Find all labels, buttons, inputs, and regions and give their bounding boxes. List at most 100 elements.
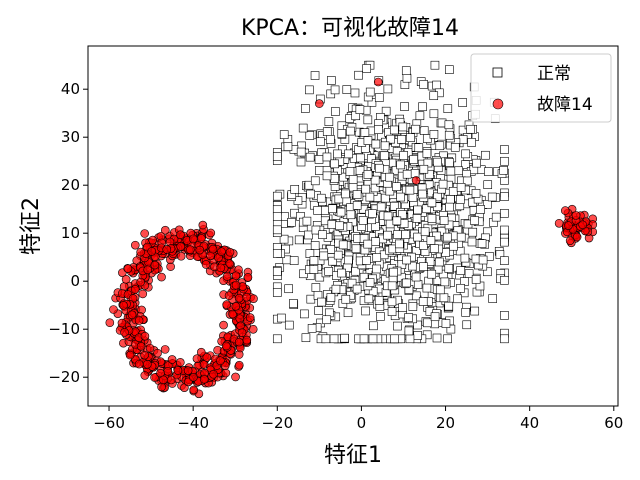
point-normal — [365, 192, 375, 202]
point-normal — [279, 130, 289, 139]
point-normal — [328, 256, 337, 266]
point-normal — [483, 267, 492, 277]
point-fault — [143, 359, 152, 369]
point-fault — [217, 247, 226, 256]
point-normal — [371, 139, 381, 149]
point-normal — [272, 152, 282, 161]
point-normal — [425, 257, 435, 266]
point-normal — [401, 66, 411, 75]
point-normal — [500, 256, 509, 265]
point-normal — [300, 309, 309, 319]
point-normal — [372, 264, 381, 274]
point-normal — [434, 257, 444, 267]
point-normal — [429, 130, 439, 139]
point-normal — [330, 159, 339, 169]
point-normal — [500, 276, 509, 285]
point-normal — [287, 217, 296, 227]
point-normal — [348, 182, 358, 192]
point-normal — [450, 143, 460, 152]
point-normal — [404, 313, 413, 322]
point-normal — [500, 192, 509, 201]
point-normal — [352, 190, 362, 199]
point-normal — [419, 126, 429, 135]
point-normal — [380, 151, 389, 161]
y-tick-label: 0 — [70, 272, 80, 290]
point-normal — [333, 250, 343, 260]
point-normal — [413, 205, 422, 215]
point-fault — [160, 225, 170, 235]
series-0 — [272, 60, 509, 344]
point-normal — [458, 135, 468, 144]
point-normal — [326, 293, 336, 302]
point-normal — [309, 256, 319, 265]
point-fault — [411, 176, 421, 185]
point-normal — [289, 299, 298, 308]
legend: 正常 故障14 — [470, 53, 612, 123]
point-normal — [371, 237, 380, 246]
point-normal — [366, 154, 376, 163]
point-fault — [127, 310, 137, 320]
point-fault — [235, 314, 245, 324]
point-normal — [337, 129, 347, 138]
point-normal — [362, 64, 372, 73]
point-normal — [311, 283, 321, 292]
point-normal — [401, 230, 410, 239]
point-fault — [221, 368, 231, 378]
point-normal — [488, 294, 497, 303]
point-fault — [224, 291, 234, 301]
point-normal — [363, 115, 373, 125]
point-fault — [200, 375, 209, 384]
point-normal — [314, 155, 324, 164]
point-normal — [491, 212, 501, 222]
point-fault — [140, 229, 149, 238]
point-normal — [338, 145, 347, 154]
chart-title: KPCA：可视化故障14 — [241, 16, 459, 41]
point-normal — [387, 307, 397, 316]
point-normal — [456, 266, 465, 275]
point-normal — [446, 166, 456, 176]
point-normal — [355, 105, 365, 114]
point-normal — [316, 137, 325, 147]
point-normal — [410, 169, 420, 178]
point-normal — [499, 165, 508, 175]
point-normal — [398, 303, 407, 312]
point-normal — [435, 141, 445, 151]
point-normal — [272, 267, 282, 276]
point-fault — [153, 348, 162, 358]
point-normal — [444, 301, 454, 311]
point-fault — [140, 331, 150, 341]
point-fault — [571, 211, 581, 220]
point-normal — [427, 198, 437, 208]
point-fault — [166, 375, 176, 385]
point-normal — [331, 107, 340, 116]
point-normal — [322, 315, 331, 325]
point-normal — [374, 93, 384, 102]
x-tick-label: −60 — [93, 414, 125, 432]
point-fault — [564, 221, 573, 230]
points-layer — [105, 60, 598, 399]
point-normal — [397, 135, 406, 144]
point-normal — [369, 321, 378, 331]
point-normal — [307, 324, 317, 333]
point-normal — [304, 230, 313, 240]
point-fault — [231, 302, 241, 311]
point-fault — [138, 289, 148, 299]
point-normal — [310, 176, 320, 186]
point-normal — [368, 209, 377, 218]
point-normal — [358, 216, 368, 225]
point-normal — [404, 326, 414, 336]
point-fault — [121, 275, 131, 284]
point-normal — [467, 237, 477, 247]
point-normal — [341, 294, 351, 304]
point-normal — [396, 192, 405, 202]
point-fault — [147, 247, 157, 256]
point-normal — [418, 102, 427, 112]
point-fault — [136, 342, 146, 351]
point-normal — [387, 297, 397, 307]
point-fault — [198, 220, 208, 230]
point-normal — [374, 125, 383, 134]
point-fault — [123, 264, 133, 274]
point-fault — [176, 358, 185, 367]
point-normal — [400, 102, 409, 111]
point-normal — [500, 237, 509, 247]
